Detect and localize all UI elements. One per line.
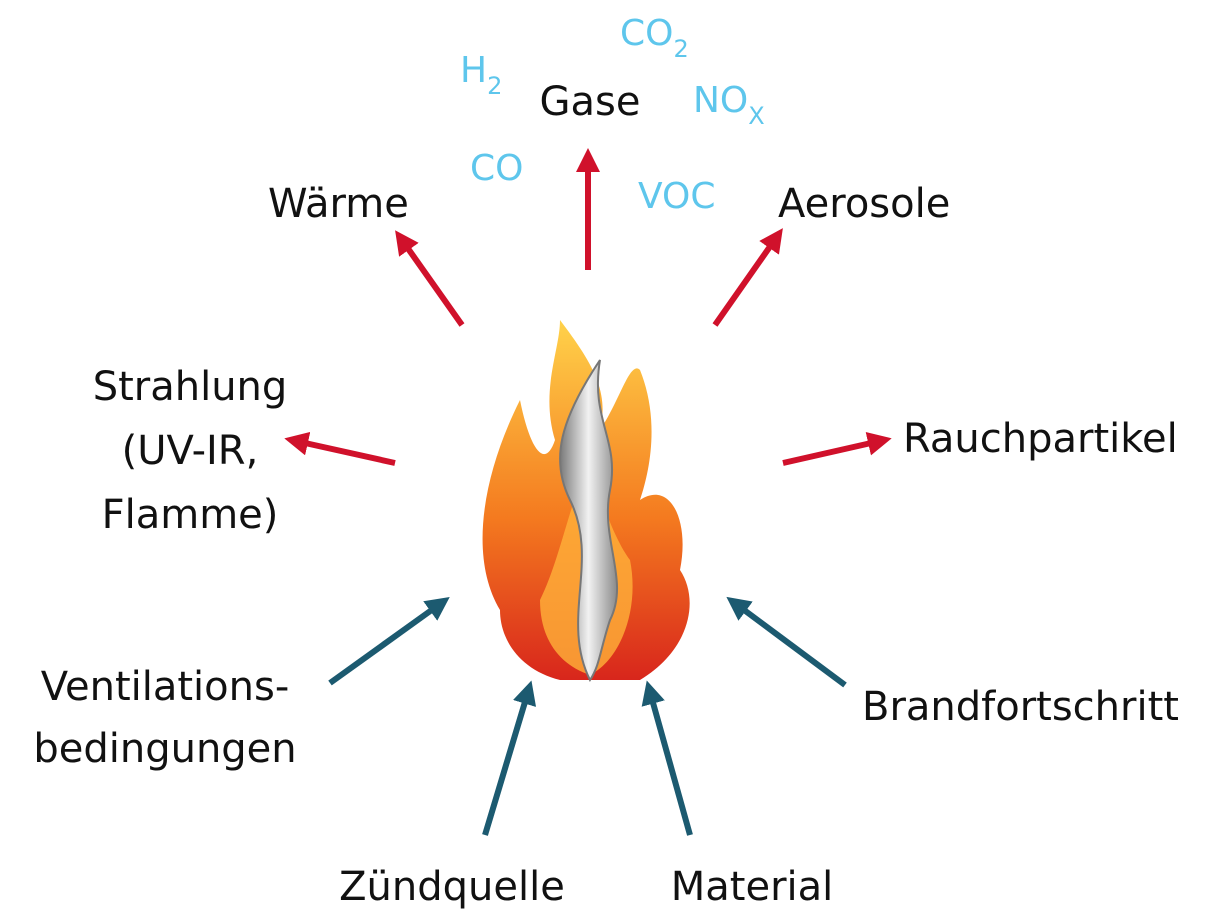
gas-base: NO [693,80,748,121]
gas: H2 [460,50,502,100]
label: Zündquelle [339,864,565,910]
arrow [715,238,776,325]
arrow [330,604,440,683]
arrow [650,692,690,835]
gas-base: CO [620,13,673,54]
label: Wärme [268,181,409,227]
label: Flamme) [102,492,279,538]
label: Ventilations- [41,664,290,710]
label: Material [671,864,834,910]
arrow [783,441,880,463]
label: Brandfortschritt [862,684,1179,730]
gas-sub: 2 [487,72,502,100]
gas: CO2 [620,13,689,63]
diagram: Gase H2 CO2 NOX CO VOC Wärme Aerosole St… [0,0,1221,915]
label: Rauchpartikel [903,416,1178,462]
label: (UV-IR, [122,428,259,474]
flame [483,320,690,680]
gas-sub: X [748,102,764,130]
arrow [736,604,845,685]
gas: CO [470,148,523,189]
gas-base: H [460,50,487,91]
label: bedingungen [33,726,296,772]
arrow [402,240,462,325]
arrow [485,692,528,835]
label: Aerosole [778,181,950,227]
label: Strahlung [93,364,288,410]
gas: NOX [693,80,765,130]
gas: VOC [638,176,715,217]
arrow [296,441,395,463]
gas-sub: 2 [673,35,688,63]
gases-label: Gase [540,79,641,125]
